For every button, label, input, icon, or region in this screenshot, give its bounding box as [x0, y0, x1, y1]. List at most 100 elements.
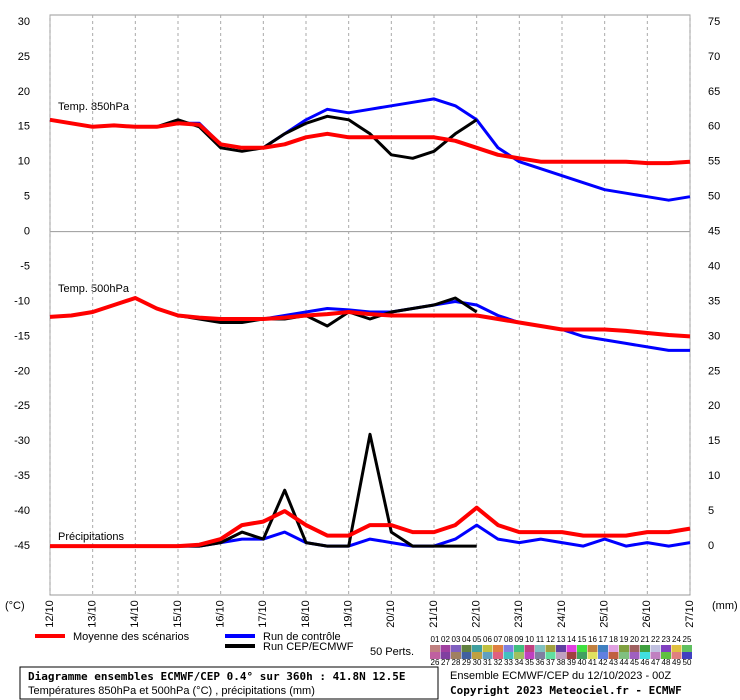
member-swatch — [440, 645, 451, 652]
y2-tick-label: 15 — [708, 435, 720, 447]
legend-label: Run CEP/ECMWF — [263, 641, 354, 653]
member-id: 49 — [672, 658, 681, 667]
member-swatch — [461, 652, 472, 659]
member-swatch — [566, 645, 577, 652]
x-tick-label: 12/10 — [44, 600, 56, 628]
panel-label: Temp. 500hPa — [58, 283, 130, 295]
member-id: 02 — [441, 635, 450, 644]
y2-tick-label: 55 — [708, 156, 720, 168]
x-tick-label: 20/10 — [385, 600, 397, 628]
member-id: 22 — [651, 635, 660, 644]
member-id: 27 — [441, 658, 450, 667]
member-id: 15 — [578, 635, 587, 644]
member-id: 32 — [494, 658, 503, 667]
member-id: 47 — [651, 658, 660, 667]
x-tick-label: 26/10 — [641, 600, 653, 628]
member-id: 46 — [641, 658, 650, 667]
x-tick-label: 17/10 — [257, 600, 269, 628]
member-id: 08 — [504, 635, 513, 644]
y-tick-label: -20 — [14, 365, 30, 377]
member-id: 50 — [683, 658, 692, 667]
member-swatch — [566, 652, 577, 659]
member-id: 25 — [683, 635, 692, 644]
y-tick-label: 25 — [18, 51, 30, 63]
series-line — [49, 296, 691, 339]
y-tick-label: 15 — [18, 121, 30, 133]
y-tick-label: 5 — [24, 191, 30, 203]
member-id: 33 — [504, 658, 513, 667]
member-id: 05 — [473, 635, 482, 644]
member-id: 30 — [473, 658, 482, 667]
y2-tick-label: 0 — [708, 540, 714, 552]
y-tick-label: -35 — [14, 470, 30, 482]
member-id: 40 — [578, 658, 587, 667]
member-id: 28 — [452, 658, 461, 667]
member-swatch — [493, 645, 503, 652]
member-id: 20 — [630, 635, 639, 644]
y-tick-label: -40 — [14, 505, 30, 517]
member-swatch — [640, 652, 650, 659]
y-tick-label: 20 — [18, 86, 30, 98]
y2-tick-label: 45 — [708, 226, 720, 238]
member-id: 43 — [609, 658, 618, 667]
member-id: 01 — [431, 635, 440, 644]
member-id: 26 — [431, 658, 440, 667]
footer-title: Diagramme ensembles ECMWF/CEP 0.4° sur 3… — [28, 670, 406, 683]
member-id: 31 — [483, 658, 492, 667]
x-tick-label: 21/10 — [428, 600, 440, 628]
member-swatch — [440, 652, 451, 659]
y2-tick-label: 75 — [708, 16, 720, 28]
member-swatch — [671, 645, 682, 652]
member-id: 41 — [588, 658, 597, 667]
member-swatch — [430, 645, 440, 652]
member-swatch — [682, 645, 692, 652]
member-id: 39 — [567, 658, 576, 667]
legend-label: Run de contrôle — [263, 631, 341, 643]
member-swatch — [671, 652, 682, 659]
x-tick-label: 16/10 — [215, 600, 227, 628]
member-id: 10 — [525, 635, 534, 644]
y2-tick-label: 30 — [708, 330, 720, 342]
member-id: 42 — [599, 658, 608, 667]
member-id: 11 — [536, 635, 545, 644]
member-swatch — [629, 652, 640, 659]
member-swatch — [482, 645, 493, 652]
member-id: 23 — [662, 635, 671, 644]
member-swatch — [545, 645, 556, 652]
panel-label: Précipitations — [58, 531, 125, 543]
member-id: 09 — [515, 635, 524, 644]
x-tick-label: 19/10 — [343, 600, 355, 628]
member-swatch — [430, 652, 440, 659]
footer-subtitle: Températures 850hPa et 500hPa (°C) , pré… — [28, 685, 315, 697]
member-swatch — [598, 645, 608, 652]
member-id: 16 — [588, 635, 597, 644]
member-id: 07 — [494, 635, 503, 644]
member-swatch — [472, 645, 482, 652]
member-id: 48 — [662, 658, 671, 667]
y-tick-label: -30 — [14, 435, 30, 447]
y2-axis-label: (mm) — [712, 600, 738, 612]
member-swatch — [556, 645, 566, 652]
y2-tick-label: 65 — [708, 86, 720, 98]
member-swatch — [514, 645, 524, 652]
y-tick-label: -45 — [14, 540, 30, 552]
member-swatch — [524, 652, 535, 659]
member-swatch — [587, 645, 598, 652]
member-swatch — [451, 652, 461, 659]
member-swatch — [661, 652, 671, 659]
y2-tick-label: 70 — [708, 51, 720, 63]
x-tick-label: 27/10 — [684, 600, 696, 628]
member-swatch — [577, 645, 587, 652]
member-swatch — [503, 652, 514, 659]
series-line — [50, 505, 691, 549]
series-line — [49, 117, 691, 166]
member-swatch — [608, 652, 619, 659]
member-id: 34 — [515, 658, 524, 667]
member-id: 21 — [641, 635, 650, 644]
x-tick-label: 22/10 — [471, 600, 483, 628]
member-swatch — [545, 652, 556, 659]
y-axis-label: (°C) — [5, 600, 25, 612]
member-id: 13 — [557, 635, 566, 644]
